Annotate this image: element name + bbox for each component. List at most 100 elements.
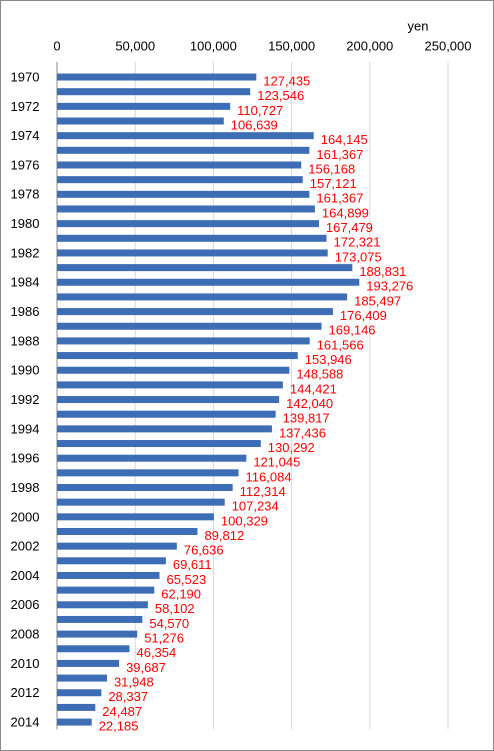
bar xyxy=(57,366,290,374)
x-unit-label: yen xyxy=(408,18,429,33)
value-label: 172,321 xyxy=(334,235,381,250)
value-label: 51,276 xyxy=(144,631,184,646)
bar xyxy=(57,337,310,345)
value-label: 46,354 xyxy=(136,645,176,660)
x-tick-label: 100,000 xyxy=(190,38,237,53)
value-label: 185,497 xyxy=(354,293,401,308)
value-label: 144,421 xyxy=(290,381,337,396)
value-label: 39,687 xyxy=(126,660,166,675)
value-label: 112,314 xyxy=(240,484,286,499)
value-label: 110,727 xyxy=(237,103,283,118)
bar xyxy=(57,630,138,638)
y-tick-label: 1998 xyxy=(11,480,40,495)
bar xyxy=(57,410,276,418)
value-label: 153,946 xyxy=(305,352,352,367)
value-label: 24,487 xyxy=(102,704,142,719)
value-label: 58,102 xyxy=(155,601,195,616)
value-label: 100,329 xyxy=(221,513,268,528)
x-tick-label: 50,000 xyxy=(115,38,155,53)
bar xyxy=(57,689,102,697)
value-label: 169,146 xyxy=(329,323,376,338)
value-label: 148,588 xyxy=(296,367,343,382)
y-tick-label: 2008 xyxy=(11,627,40,642)
y-tick-label: 2004 xyxy=(11,568,40,583)
value-label: 176,409 xyxy=(340,308,387,323)
x-tick-label: 0 xyxy=(53,38,60,53)
bar xyxy=(57,117,224,125)
bar xyxy=(57,190,310,198)
y-tick-label: 2014 xyxy=(11,715,40,730)
y-tick-label: 2012 xyxy=(11,685,40,700)
bar xyxy=(57,542,177,550)
bar xyxy=(57,440,261,448)
bar xyxy=(57,88,251,96)
y-tick-label: 2010 xyxy=(11,656,40,671)
value-label: 106,639 xyxy=(231,117,278,132)
y-tick-label: 1972 xyxy=(11,99,40,114)
bar xyxy=(57,484,233,492)
bar xyxy=(57,615,143,623)
y-tick-label: 1996 xyxy=(11,451,40,466)
bar xyxy=(57,513,214,521)
bar xyxy=(57,454,247,462)
bar xyxy=(57,659,120,667)
value-label: 54,570 xyxy=(149,616,189,631)
value-label: 116,084 xyxy=(246,469,292,484)
bar xyxy=(57,161,302,169)
y-tick-label: 1970 xyxy=(11,69,40,84)
bar xyxy=(57,293,348,301)
value-label: 161,367 xyxy=(316,191,363,206)
bar xyxy=(57,469,239,477)
bar xyxy=(57,674,107,682)
bar xyxy=(57,278,360,286)
value-label: 164,145 xyxy=(321,132,368,147)
y-tick-label: 1988 xyxy=(11,333,40,348)
value-label: 156,168 xyxy=(308,161,355,176)
bar xyxy=(57,703,96,711)
value-label: 130,292 xyxy=(268,440,315,455)
value-label: 161,566 xyxy=(317,337,364,352)
value-label: 188,831 xyxy=(359,264,406,279)
value-label: 28,337 xyxy=(108,689,148,704)
value-label: 22,185 xyxy=(99,719,139,734)
bar xyxy=(57,645,130,653)
bar xyxy=(57,396,280,404)
value-label: 173,075 xyxy=(335,249,382,264)
y-tick-label: 2006 xyxy=(11,597,40,612)
bar xyxy=(57,234,327,242)
bar xyxy=(57,264,353,272)
bar xyxy=(57,586,155,594)
value-label: 76,636 xyxy=(184,543,224,558)
y-tick-label: 1974 xyxy=(11,128,40,143)
bar xyxy=(57,102,231,110)
value-label: 164,899 xyxy=(322,205,369,220)
bar xyxy=(57,176,303,184)
bar xyxy=(57,249,328,257)
value-label: 121,045 xyxy=(253,455,300,470)
y-tick-label: 1992 xyxy=(11,392,40,407)
y-tick-label: 1984 xyxy=(11,275,40,290)
y-tick-label: 1976 xyxy=(11,157,40,172)
bar xyxy=(57,220,319,228)
value-label: 62,190 xyxy=(161,587,201,602)
value-label: 157,121 xyxy=(310,176,357,191)
value-label: 89,812 xyxy=(204,528,244,543)
bar xyxy=(57,718,92,726)
value-label: 167,479 xyxy=(326,220,373,235)
value-label: 69,611 xyxy=(173,557,212,572)
bar xyxy=(57,73,257,81)
y-tick-label: 2002 xyxy=(11,539,40,554)
y-tick-label: 2000 xyxy=(11,509,40,524)
bar xyxy=(57,322,322,330)
value-label: 137,436 xyxy=(279,425,326,440)
value-label: 65,523 xyxy=(166,572,206,587)
bar xyxy=(57,381,283,389)
y-tick-label: 1986 xyxy=(11,304,40,319)
value-label: 107,234 xyxy=(232,499,279,514)
bar xyxy=(57,557,166,565)
value-label: 142,040 xyxy=(286,396,333,411)
x-tick-label: 200,000 xyxy=(346,38,393,53)
bar xyxy=(57,132,314,140)
bar xyxy=(57,352,298,360)
